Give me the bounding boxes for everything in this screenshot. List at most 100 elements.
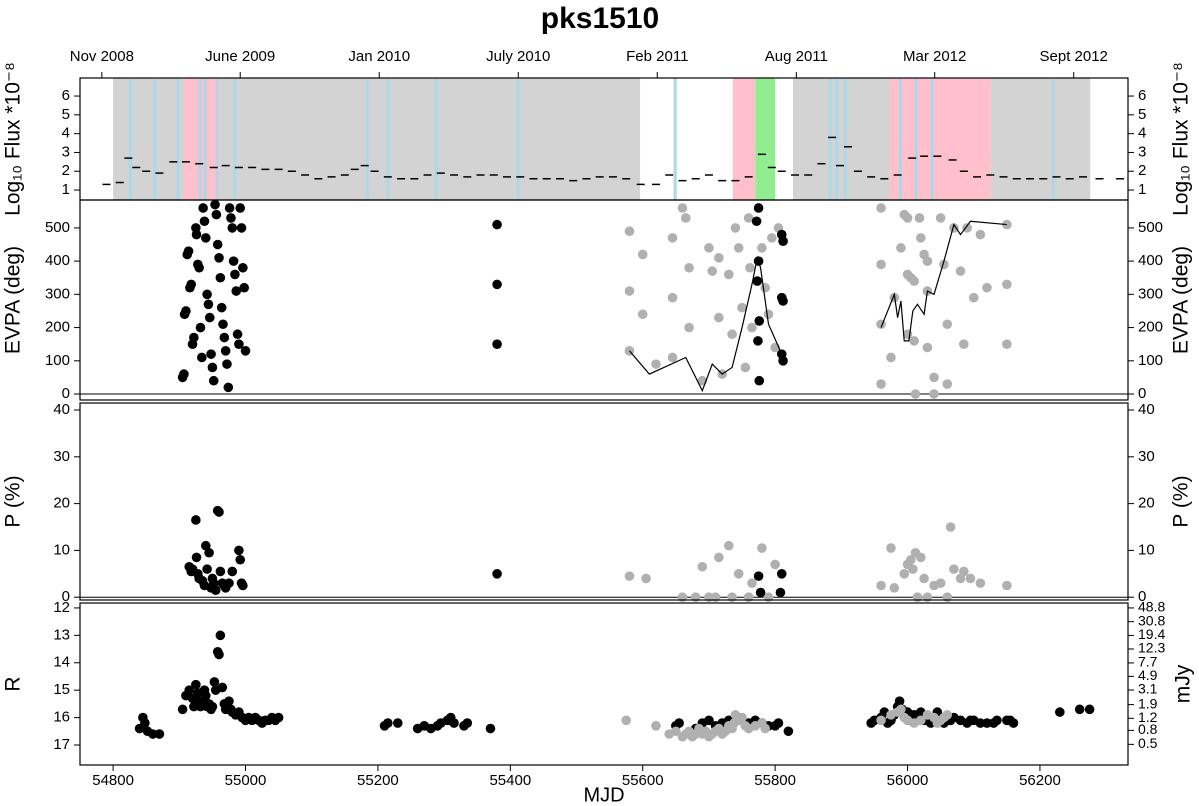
y-tick-label-right: 30 — [1138, 448, 1155, 465]
data-point — [154, 729, 165, 739]
data-point — [194, 262, 204, 273]
data-point — [733, 243, 744, 253]
data-point — [492, 219, 502, 230]
data-point — [200, 233, 211, 243]
date-tick-label: Sept 2012 — [1040, 48, 1108, 65]
y-tick-label-right: 0 — [1138, 588, 1146, 605]
data-point — [778, 296, 788, 306]
data-point — [210, 199, 220, 210]
y-tick-label: 6 — [62, 87, 70, 104]
data-point — [876, 715, 886, 726]
data-point — [215, 566, 226, 577]
data-point — [714, 312, 724, 323]
data-point — [773, 718, 784, 728]
data-point — [234, 545, 244, 556]
y-axis-label-right: Log₁₀ Flux *10⁻⁸ — [1170, 62, 1193, 216]
y-axis-label: EVPA (deg) — [2, 246, 25, 354]
y-tick-label-right: 5 — [1138, 106, 1146, 123]
data-point — [752, 276, 763, 286]
y-tick-label: 0 — [62, 588, 70, 605]
data-point — [745, 262, 755, 273]
data-point — [207, 362, 218, 373]
data-point — [740, 362, 751, 373]
data-point — [210, 585, 221, 595]
data-point — [220, 346, 231, 356]
data-point — [704, 715, 714, 726]
y-tick-label-right: 10 — [1138, 541, 1155, 558]
data-point — [727, 329, 737, 340]
data-point — [1055, 707, 1065, 717]
data-point — [896, 243, 906, 253]
y-tick-label: 15 — [53, 681, 70, 698]
data-point — [204, 547, 214, 558]
data-point — [641, 573, 651, 584]
shaded-region — [889, 78, 991, 200]
data-point — [909, 336, 919, 346]
data-point — [942, 379, 953, 389]
x-tick-label: 54800 — [92, 772, 134, 789]
data-point — [651, 721, 661, 731]
data-point — [968, 292, 979, 303]
data-point — [667, 233, 678, 243]
date-tick-label: Mar 2012 — [903, 48, 966, 65]
data-point — [206, 349, 216, 359]
data-point — [876, 203, 886, 213]
data-point — [214, 649, 224, 660]
data-point — [909, 276, 919, 286]
y2-tick-label: 1.9 — [1138, 695, 1158, 711]
data-point — [783, 726, 794, 737]
data-point — [876, 259, 886, 270]
data-point — [902, 213, 913, 223]
data-point — [730, 223, 741, 233]
data-point — [191, 515, 201, 525]
data-point — [674, 718, 684, 728]
data-line — [629, 220, 1007, 393]
y-tick-label-right: 3 — [1138, 143, 1146, 160]
data-point — [191, 679, 201, 690]
y-tick-label: 400 — [45, 252, 70, 269]
data-point — [684, 262, 694, 273]
data-point — [753, 256, 764, 266]
y-tick-label: 1 — [62, 181, 70, 198]
y-tick-label: 3 — [62, 143, 70, 160]
data-point — [737, 302, 747, 313]
data-point — [704, 243, 714, 253]
y2-tick-label: 12.3 — [1138, 640, 1165, 656]
data-point — [962, 223, 972, 233]
data-point — [219, 332, 230, 343]
data-point — [760, 282, 771, 293]
date-tick-label: Nov 2008 — [70, 48, 134, 65]
data-point — [239, 282, 249, 293]
y-tick-label: 100 — [45, 352, 70, 369]
data-point — [770, 559, 780, 570]
data-point — [896, 704, 906, 715]
data-point — [959, 566, 969, 577]
x-axis-label: MJD — [583, 784, 624, 806]
data-point — [886, 352, 896, 363]
data-point — [763, 309, 774, 320]
data-point — [232, 329, 243, 340]
data-point — [189, 332, 199, 343]
panel-frame — [79, 199, 1129, 401]
y2-tick-label: 48.8 — [1138, 599, 1165, 615]
data-point — [723, 540, 734, 551]
shaded-region — [183, 78, 220, 200]
data-point — [234, 339, 244, 349]
data-point — [637, 249, 648, 260]
data-point — [240, 346, 251, 356]
data-point — [992, 715, 1002, 726]
data-point — [743, 213, 754, 223]
data-point — [949, 223, 959, 233]
data-point — [140, 718, 150, 728]
y-tick-label-right: 400 — [1138, 252, 1163, 269]
y2-tick-label: 0.8 — [1138, 721, 1158, 737]
data-point — [919, 573, 929, 584]
y-tick-label-right: 500 — [1138, 219, 1163, 236]
data-point — [230, 269, 240, 280]
date-tick-label: Feb 2011 — [626, 48, 688, 65]
y-axis-label: P (%) — [2, 475, 25, 527]
x-tick-label: 55800 — [754, 772, 796, 789]
data-point — [227, 566, 238, 577]
data-point — [216, 302, 227, 313]
data-point — [778, 236, 788, 246]
